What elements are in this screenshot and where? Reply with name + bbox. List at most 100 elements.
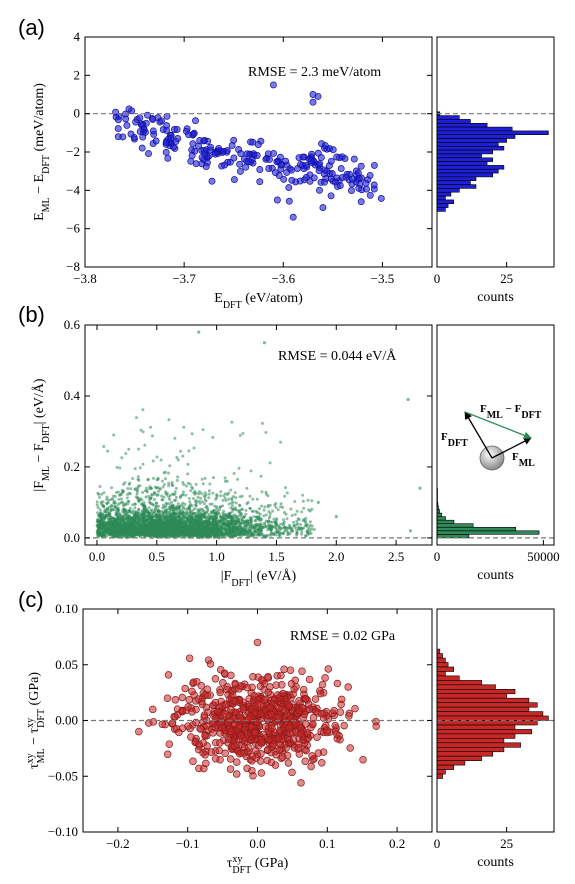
data-point [233, 520, 237, 523]
data-point [191, 511, 195, 515]
data-point [148, 501, 152, 505]
data-point [175, 478, 179, 482]
data-point [211, 519, 215, 523]
data-point [116, 503, 120, 507]
data-point [173, 126, 181, 133]
data-point [214, 533, 218, 537]
data-point [134, 487, 138, 491]
data-point [168, 510, 172, 514]
data-point [321, 674, 329, 682]
histogram-bar [436, 184, 477, 189]
data-point [175, 456, 179, 459]
data-point [189, 523, 193, 527]
data-point [190, 485, 194, 489]
data-point [95, 503, 99, 507]
histogram-bar [436, 153, 482, 158]
data-point [114, 510, 118, 514]
data-point [310, 524, 314, 528]
data-point [268, 503, 272, 507]
data-point [288, 176, 296, 184]
data-point [176, 530, 180, 534]
data-point [146, 530, 149, 534]
data-point [250, 509, 254, 513]
data-point [213, 523, 217, 527]
histogram [436, 487, 540, 539]
data-point [233, 758, 241, 766]
data-point [194, 503, 198, 507]
data-point [203, 528, 207, 532]
data-point [198, 490, 202, 494]
data-point [239, 512, 243, 516]
data-point [160, 479, 164, 483]
data-point [151, 532, 155, 536]
data-point [151, 459, 155, 463]
data-point [201, 509, 205, 513]
data-point [169, 143, 177, 151]
data-point [279, 502, 283, 506]
data-point [119, 532, 123, 536]
data-point [202, 534, 206, 538]
data-point [263, 745, 272, 754]
histogram-bar [436, 207, 446, 212]
data-point [274, 505, 278, 509]
data-point [304, 516, 308, 520]
data-point [312, 528, 316, 531]
data-point [262, 514, 266, 518]
data-point [275, 172, 283, 179]
data-point [219, 515, 223, 519]
data-point [173, 436, 177, 440]
data-point [273, 158, 281, 166]
data-point [264, 513, 268, 517]
data-point [157, 515, 161, 519]
data-point [128, 510, 132, 514]
data-point [258, 512, 262, 516]
data-point [186, 472, 190, 476]
data-point [285, 197, 293, 205]
data-point [302, 506, 306, 510]
data-point [184, 493, 188, 497]
data-point [188, 482, 192, 486]
panel-c: (c)−0.2 −0.1 0.0 0.1 0.2−0.10−0.050.000.050.… [18, 587, 555, 876]
data-point [152, 137, 160, 145]
data-point [167, 481, 171, 485]
data-point [182, 506, 185, 510]
data-point [202, 502, 206, 506]
data-point [164, 490, 167, 494]
data-point [227, 529, 231, 533]
panel-b: (b)0.0 0.5 1.0 1.5 2.0 2.50.00.20.40.6|FDFT| … [18, 302, 560, 589]
data-point [263, 505, 267, 509]
data-point [171, 503, 175, 507]
data-point [122, 524, 126, 528]
data-point [204, 525, 207, 529]
data-point [418, 486, 422, 490]
data-point [231, 525, 235, 529]
data-point [280, 175, 288, 183]
y-tick-label: 0.2 [64, 459, 80, 474]
data-point [158, 117, 165, 125]
histogram-bar [436, 530, 540, 535]
data-point [244, 508, 248, 512]
data-point [95, 500, 99, 504]
data-point [314, 92, 322, 100]
y-axis-label: |FML − FDFT| (eV/Å) [31, 378, 52, 491]
data-point [308, 150, 316, 158]
data-point [168, 508, 172, 512]
data-point [162, 148, 170, 156]
data-point [99, 519, 103, 523]
data-point [275, 528, 279, 532]
data-point [260, 504, 263, 508]
data-point [300, 530, 304, 534]
data-point [123, 514, 127, 518]
data-point [272, 531, 276, 535]
data-point [295, 528, 299, 532]
data-point [116, 517, 120, 521]
data-point [227, 491, 231, 495]
data-point [258, 526, 262, 530]
data-point [136, 517, 140, 521]
data-point [96, 511, 100, 515]
data-point [239, 531, 243, 535]
data-point [257, 769, 266, 777]
x-tick-label: 2.5 [388, 549, 404, 564]
data-point [164, 517, 168, 520]
